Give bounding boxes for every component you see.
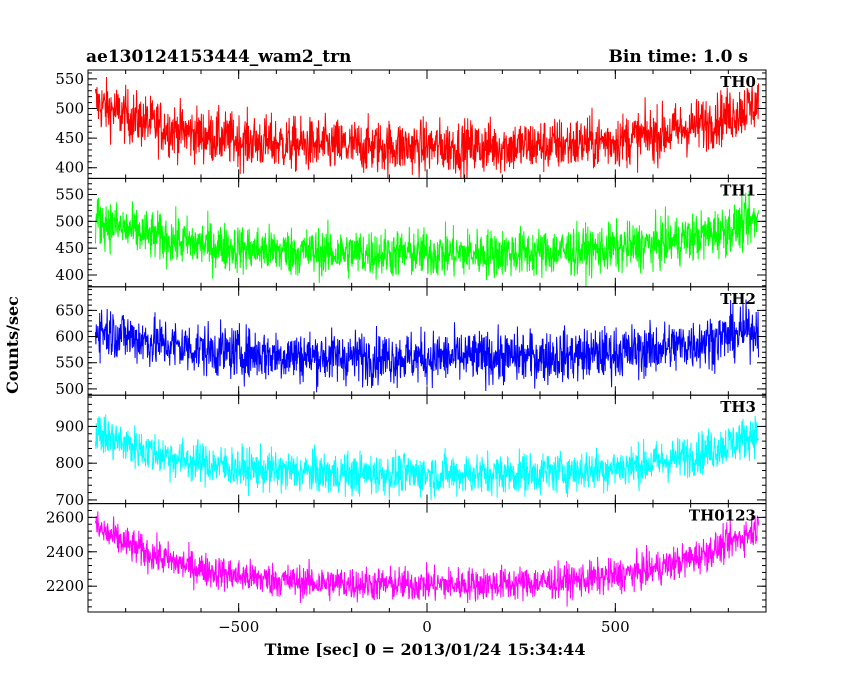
- y-tick-label: 500: [55, 212, 84, 230]
- x-tick-label: −500: [218, 618, 259, 636]
- series-line-th1: [95, 190, 759, 287]
- x-axis-label: Time [sec] 0 = 2013/01/24 15:34:44: [265, 640, 586, 659]
- series-line-th0: [95, 76, 759, 179]
- y-tick-label: 800: [55, 454, 84, 472]
- series-line-th0123: [95, 511, 759, 607]
- series-label-th1: TH1: [720, 181, 756, 199]
- y-tick-label: 900: [55, 417, 84, 435]
- y-tick-label: 600: [55, 328, 84, 346]
- y-tick-label: 500: [55, 100, 84, 118]
- y-tick-label: 2600: [46, 508, 84, 526]
- y-tick-label: 400: [55, 159, 84, 177]
- y-tick-label: 700: [55, 491, 84, 509]
- x-tick-label: 500: [601, 618, 630, 636]
- panel-frame-th3: [87, 394, 767, 505]
- y-tick-label: 650: [55, 301, 84, 319]
- panels-group: 400 450 500 550 TH0 400 450 500 550 TH1 500 550 600 6…: [46, 69, 767, 636]
- series-label-th3: TH3: [720, 398, 756, 416]
- y-tick-label: 550: [55, 70, 84, 88]
- y-tick-label: 550: [55, 354, 84, 372]
- y-tick-label: 400: [55, 266, 84, 284]
- y-tick-label: 550: [55, 185, 84, 203]
- y-axis-label: Counts/sec: [3, 296, 22, 394]
- series-line-th3: [95, 414, 759, 501]
- series-line-th2: [95, 299, 759, 393]
- x-tick-label: 0: [422, 618, 432, 636]
- chart-title: ae130124153444_wam2_trn: [86, 47, 351, 67]
- series-label-th0: TH0: [720, 73, 756, 91]
- y-tick-label: 450: [55, 129, 84, 147]
- y-tick-label: 2200: [46, 577, 84, 595]
- series-label-th0123: TH0123: [689, 507, 756, 525]
- y-tick-label: 2400: [46, 543, 84, 561]
- y-tick-label: 500: [55, 380, 84, 398]
- series-label-th2: TH2: [720, 290, 756, 308]
- bin-time-label: Bin time: 1.0 s: [609, 47, 748, 67]
- y-tick-label: 450: [55, 239, 84, 257]
